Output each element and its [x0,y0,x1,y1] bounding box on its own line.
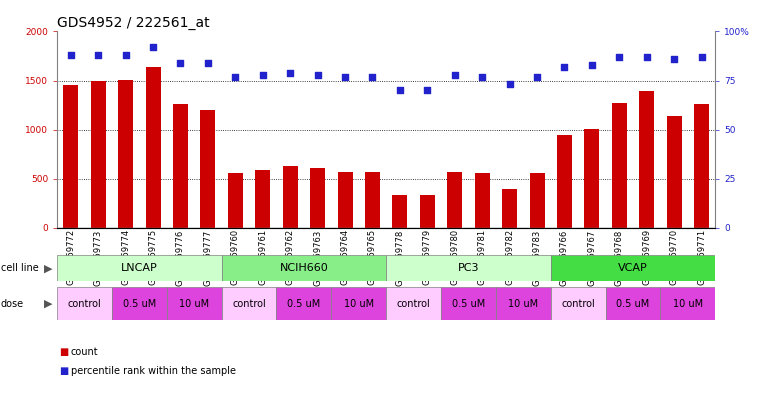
Bar [57,287,112,320]
Point [311,72,323,78]
Text: 0.5 uM: 0.5 uM [123,299,156,309]
Bar [393,195,407,228]
Bar [200,110,215,228]
Point [559,64,571,70]
Bar [167,287,221,320]
Text: ▶: ▶ [44,263,53,273]
Text: control: control [232,299,266,309]
Point [229,73,241,80]
Bar [386,255,551,281]
Bar [63,86,78,228]
Point [119,52,132,58]
Bar [557,134,572,228]
Bar [57,255,221,281]
Bar [228,173,243,228]
Text: 10 uM: 10 uM [508,299,539,309]
Bar [338,173,352,228]
Text: ■: ■ [59,347,68,357]
Text: ▶: ▶ [44,299,53,309]
Text: LNCAP: LNCAP [121,263,158,273]
Bar [310,168,325,228]
Bar [112,287,167,320]
Point [586,62,598,68]
Bar [606,287,661,320]
Bar [667,116,682,228]
Point [422,87,434,94]
Point [92,52,104,58]
Bar [145,67,161,228]
Bar [91,81,106,228]
Text: 10 uM: 10 uM [673,299,703,309]
Point [613,54,626,60]
Text: cell line: cell line [1,263,39,273]
Point [202,60,214,66]
Bar [502,189,517,228]
Bar [420,195,435,228]
Point [256,72,269,78]
Bar [118,79,133,228]
Bar [365,173,380,228]
Bar [584,129,600,228]
Text: control: control [396,299,431,309]
Bar [221,287,276,320]
Point [531,73,543,80]
Bar [661,287,715,320]
Text: control: control [68,299,101,309]
Point [504,81,516,88]
Bar [639,92,654,228]
Bar [282,166,298,228]
Point [641,54,653,60]
Text: ■: ■ [59,366,68,376]
Bar [694,104,709,228]
Text: percentile rank within the sample: percentile rank within the sample [71,366,236,376]
Bar [612,103,627,228]
Text: PC3: PC3 [457,263,479,273]
Bar [173,104,188,228]
Bar [276,287,331,320]
Bar [447,173,463,228]
Bar [551,287,606,320]
Text: 10 uM: 10 uM [344,299,374,309]
Text: VCAP: VCAP [618,263,648,273]
Text: 10 uM: 10 uM [179,299,209,309]
Point [174,60,186,66]
Text: 0.5 uM: 0.5 uM [288,299,320,309]
Point [366,73,378,80]
Text: control: control [562,299,595,309]
Point [476,73,489,80]
Point [696,54,708,60]
Bar [221,255,386,281]
Point [65,52,77,58]
Point [449,72,461,78]
Bar [255,170,270,228]
Text: 0.5 uM: 0.5 uM [616,299,650,309]
Bar [475,173,490,228]
Text: count: count [71,347,98,357]
Text: 0.5 uM: 0.5 uM [452,299,485,309]
Point [339,73,351,80]
Point [668,56,680,62]
Bar [496,287,551,320]
Bar [441,287,496,320]
Text: NCIH660: NCIH660 [279,263,328,273]
Bar [530,173,545,228]
Text: dose: dose [1,299,24,309]
Point [394,87,406,94]
Point [284,70,296,76]
Bar [386,287,441,320]
Point [147,44,159,50]
Text: GDS4952 / 222561_at: GDS4952 / 222561_at [57,17,210,30]
Bar [551,255,715,281]
Bar [331,287,386,320]
